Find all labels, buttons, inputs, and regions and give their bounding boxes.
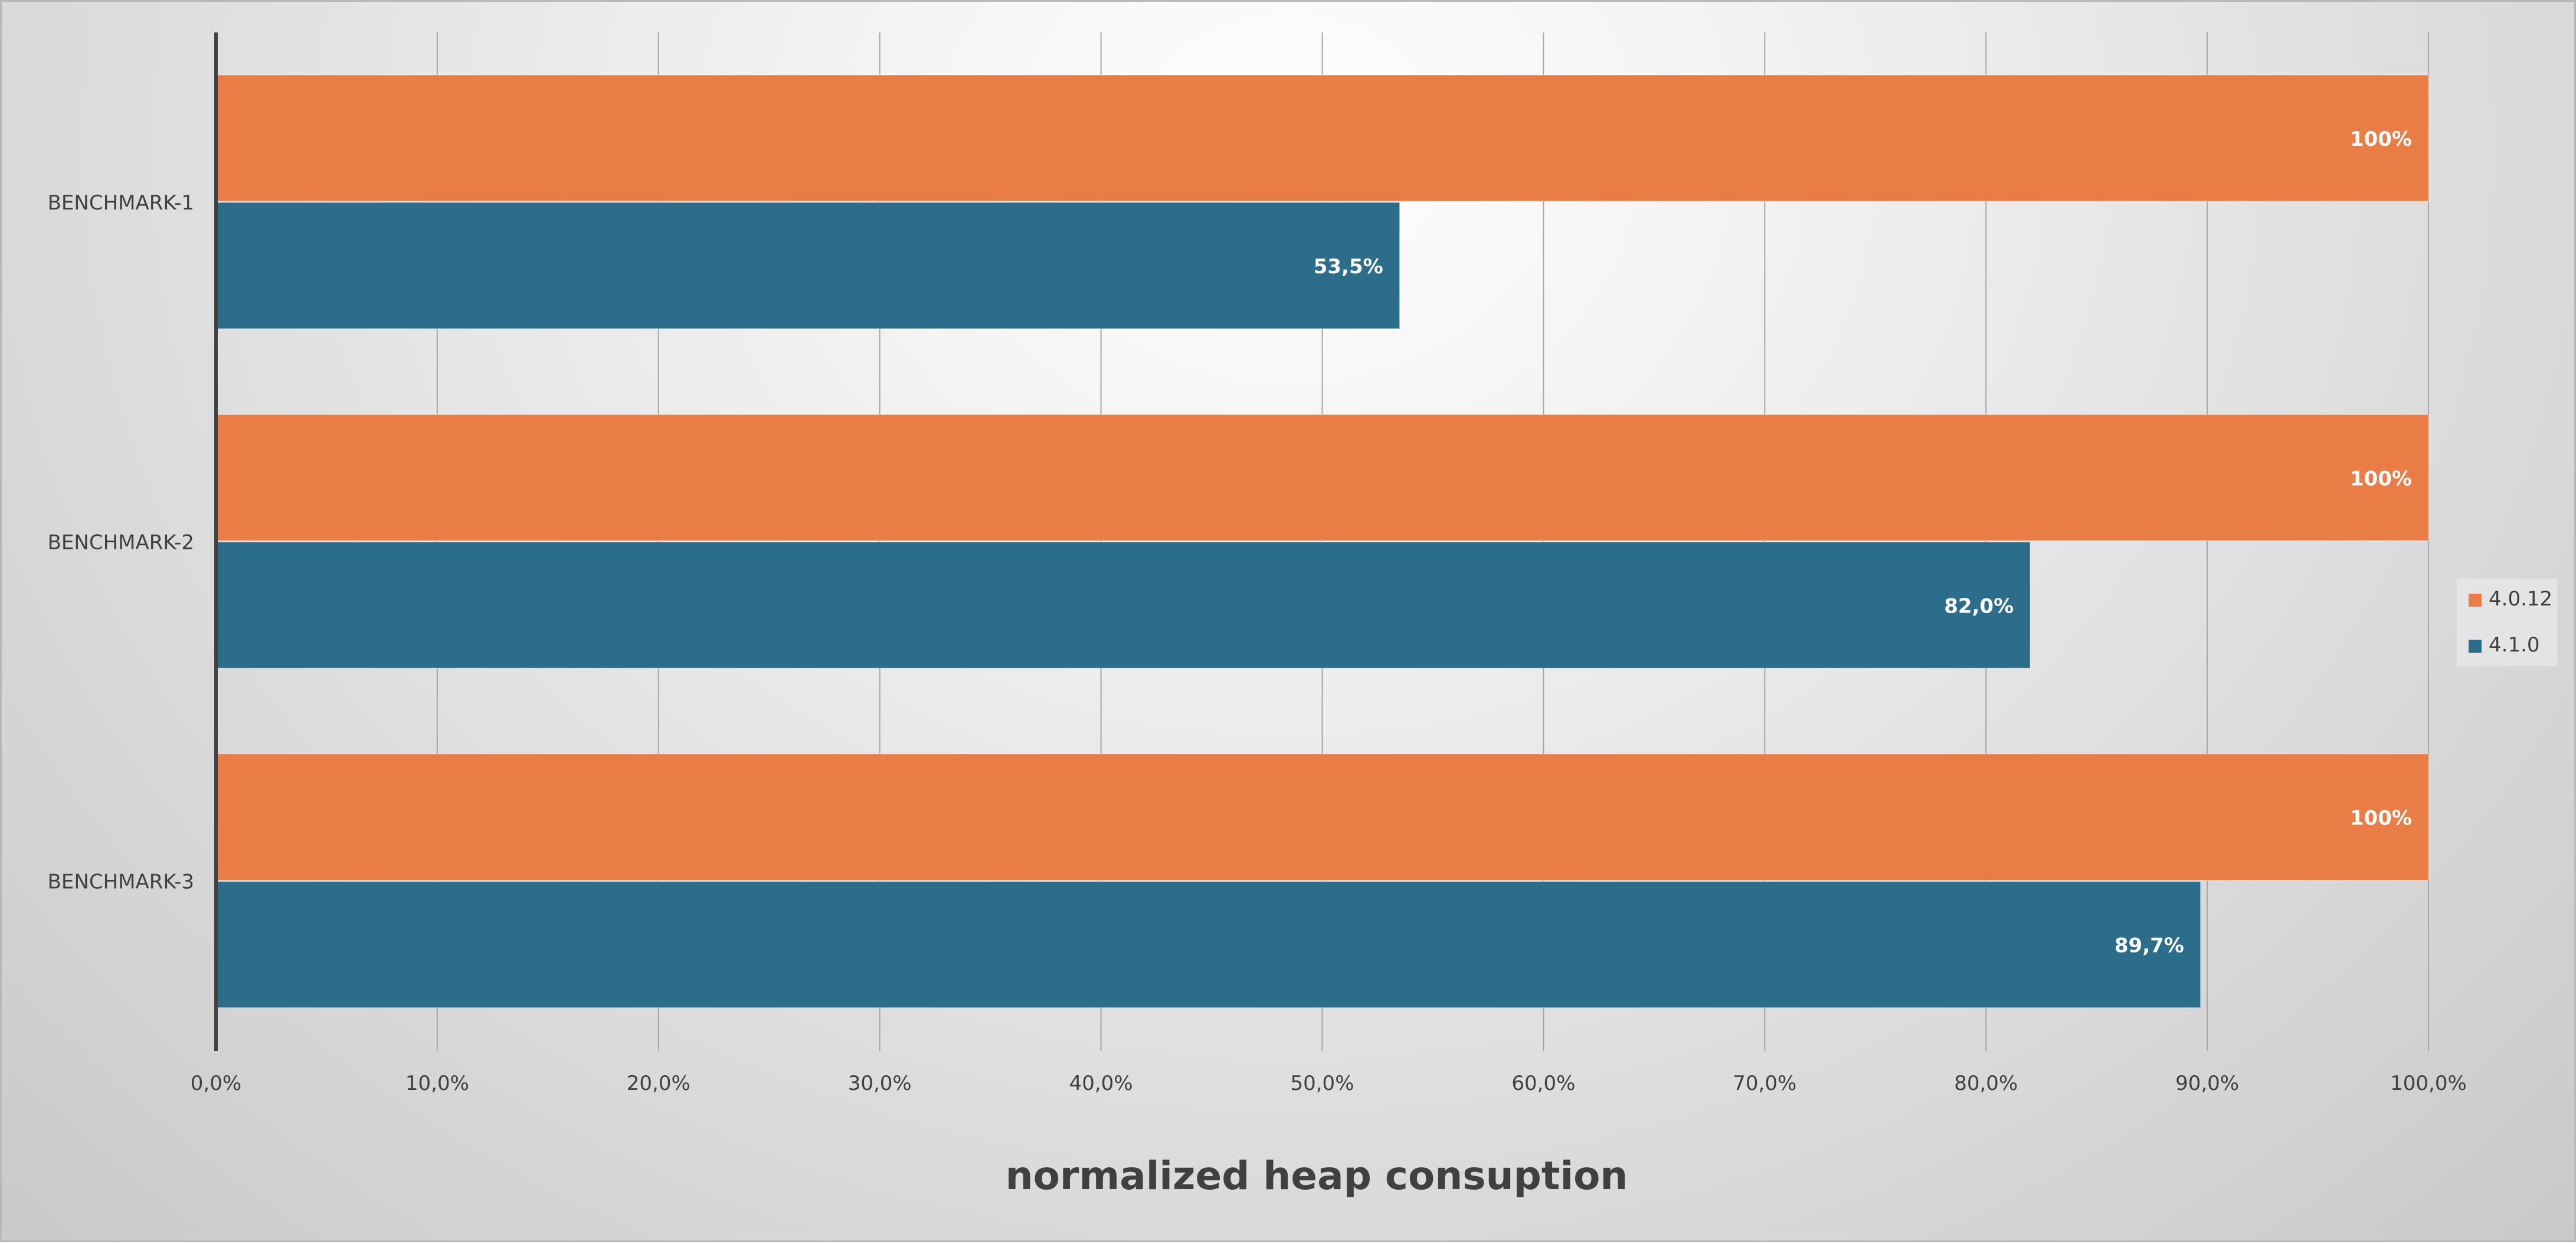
bar-4-0-12-benchmark-1 [215,74,2429,202]
bar-4-1-0-benchmark-1 [215,202,1400,329]
x-tick-label: 30,0% [848,1072,912,1095]
x-tick-label: 10,0% [405,1072,469,1095]
x-axis-title: normalized heap consuption [1006,1153,1628,1199]
x-tick-labels: 0,0% 10,0% 20,0% 30,0% 40,0% 50,0% 60,0% 70,0% 8… [191,1072,2467,1095]
x-tick-label: 80,0% [1954,1072,2018,1095]
x-tick-label: 60,0% [1511,1072,1575,1095]
data-labels: 100% 53,5% 100% 82,0% 100% 89,7% [1314,127,2412,958]
bar-4-1-0-benchmark-2 [215,541,2031,669]
legend-entry: 4.1.0 [2489,633,2540,657]
bars [215,74,2429,1009]
data-label: 89,7% [2115,934,2184,958]
x-tick-label: 50,0% [1290,1072,1354,1095]
x-tick-label: 0,0% [191,1072,241,1095]
data-label: 100% [2350,807,2412,830]
x-tick-label: 70,0% [1733,1072,1796,1095]
legend: 4.0.12 4.1.0 [2457,579,2557,666]
data-label: 100% [2350,127,2412,151]
x-tick-label: 90,0% [2175,1072,2239,1095]
category-label: BENCHMARK-2 [48,531,194,554]
data-label: 100% [2350,467,2412,490]
bar-4-0-12-benchmark-2 [215,414,2429,541]
data-label: 53,5% [1314,255,1383,279]
category-label: BENCHMARK-3 [48,870,194,894]
bar-4-0-12-benchmark-3 [215,754,2429,881]
legend-swatch [2469,640,2482,653]
category-labels: BENCHMARK-1 BENCHMARK-2 BENCHMARK-3 [48,191,194,894]
x-tick-label: 20,0% [627,1072,690,1095]
bar-4-1-0-benchmark-3 [215,881,2201,1009]
x-tick-label: 40,0% [1069,1072,1133,1095]
category-label: BENCHMARK-1 [48,191,194,215]
x-tick-label: 100,0% [2390,1072,2467,1095]
legend-swatch [2469,594,2482,607]
data-label: 82,0% [1944,594,2014,618]
legend-entry: 4.0.12 [2489,587,2552,611]
